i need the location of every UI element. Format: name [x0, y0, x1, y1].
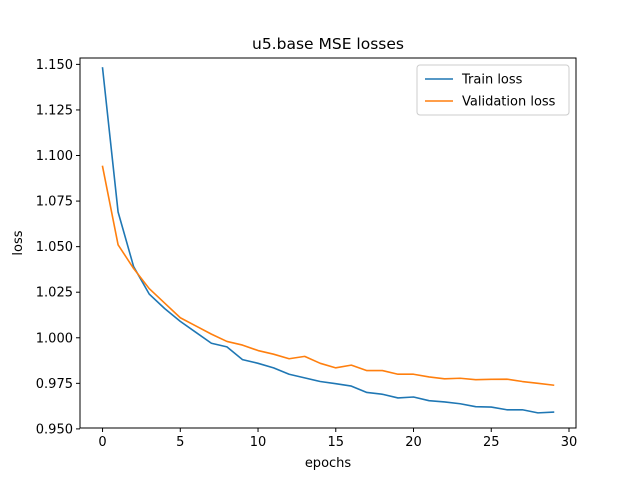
- legend: Train loss Validation loss: [416, 64, 570, 116]
- y-tick-label: 1.075: [36, 195, 73, 210]
- y-axis-ticks: 0.950 0.975 1.000 1.025 1.050 1.075 1.100 1.125…: [36, 58, 80, 437]
- y-tick-label: 1.025: [36, 286, 73, 301]
- series-line-train-loss: [101, 67, 555, 414]
- chart-title: u5.base MSE losses: [252, 35, 404, 53]
- plot-frame: [79, 57, 577, 429]
- y-tick-label: 1.125: [36, 103, 73, 118]
- y-tick-label: 0.975: [36, 377, 73, 392]
- legend-label-train-loss: Train loss: [461, 73, 523, 88]
- legend-box: [416, 64, 570, 116]
- x-tick-label: 30: [561, 435, 578, 450]
- x-axis-ticks: 0 5 10 15 20 25 30: [98, 428, 577, 450]
- x-tick-label: 20: [405, 435, 422, 450]
- y-axis-label: loss: [11, 230, 26, 255]
- y-tick-label: 1.100: [36, 149, 73, 164]
- y-tick-label: 1.050: [36, 240, 73, 255]
- y-tick-label: 0.950: [36, 422, 73, 437]
- legend-label-validation-loss: Validation loss: [462, 95, 556, 110]
- x-tick-label: 0: [98, 435, 106, 450]
- y-tick-label: 1.150: [36, 58, 73, 73]
- y-tick-label: 1.000: [36, 331, 73, 346]
- x-tick-label: 25: [483, 435, 500, 450]
- x-tick-label: 5: [176, 435, 184, 450]
- series-line-validation-loss: [101, 165, 555, 387]
- x-tick-label: 15: [328, 435, 345, 450]
- x-tick-label: 10: [250, 435, 267, 450]
- series-layer: [101, 67, 555, 414]
- x-axis-label: epochs: [305, 456, 352, 471]
